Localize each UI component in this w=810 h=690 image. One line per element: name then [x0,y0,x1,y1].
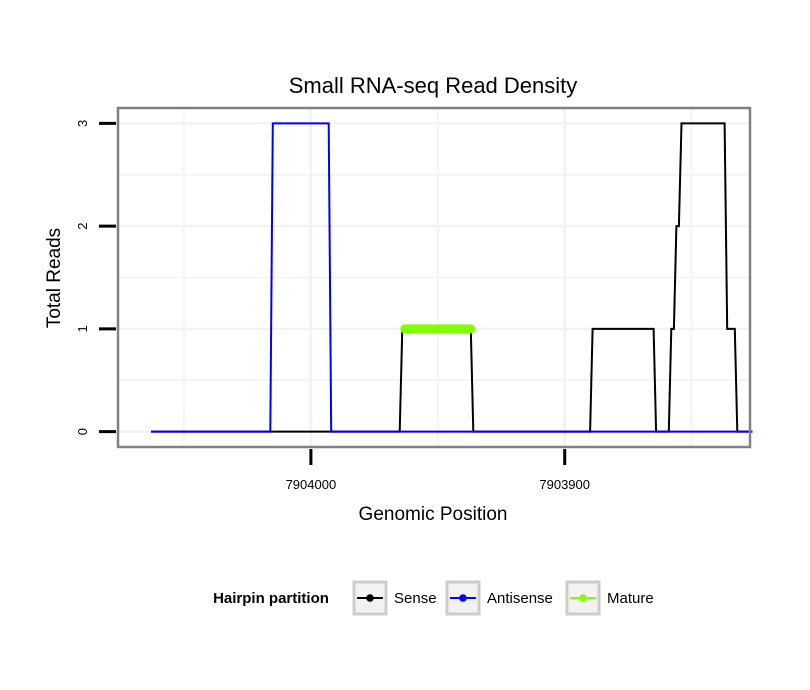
y-axis: 0 1 2 3 [75,120,116,435]
grid [118,108,750,447]
x-axis-label: Genomic Position [359,504,508,525]
y-tick-label: 2 [75,222,90,229]
legend-label: Sense [394,590,437,607]
legend-key-dot [579,594,587,602]
legend-label: Antisense [487,590,553,607]
y-axis-label: Total Reads [44,228,65,328]
y-tick-label: 1 [75,325,90,332]
plot-border [116,106,752,449]
legend-title: Hairpin partition [213,590,329,607]
y-tick-label: 3 [75,120,90,127]
legend-key-dot [366,594,374,602]
legend: Hairpin partition Sense Antisense Mature [213,580,654,616]
x-tick-label: 7904000 [286,477,337,492]
y-tick-label: 0 [75,428,90,435]
series-layer [151,122,753,433]
x-axis: 7904000 7903900 [286,449,590,492]
series-line-sense [151,122,753,433]
legend-label: Mature [607,590,654,607]
legend-key-dot [459,594,467,602]
series-line-antisense [151,122,753,433]
x-tick-label: 7903900 [539,477,590,492]
chart-title: Small RNA-seq Read Density [289,73,578,98]
